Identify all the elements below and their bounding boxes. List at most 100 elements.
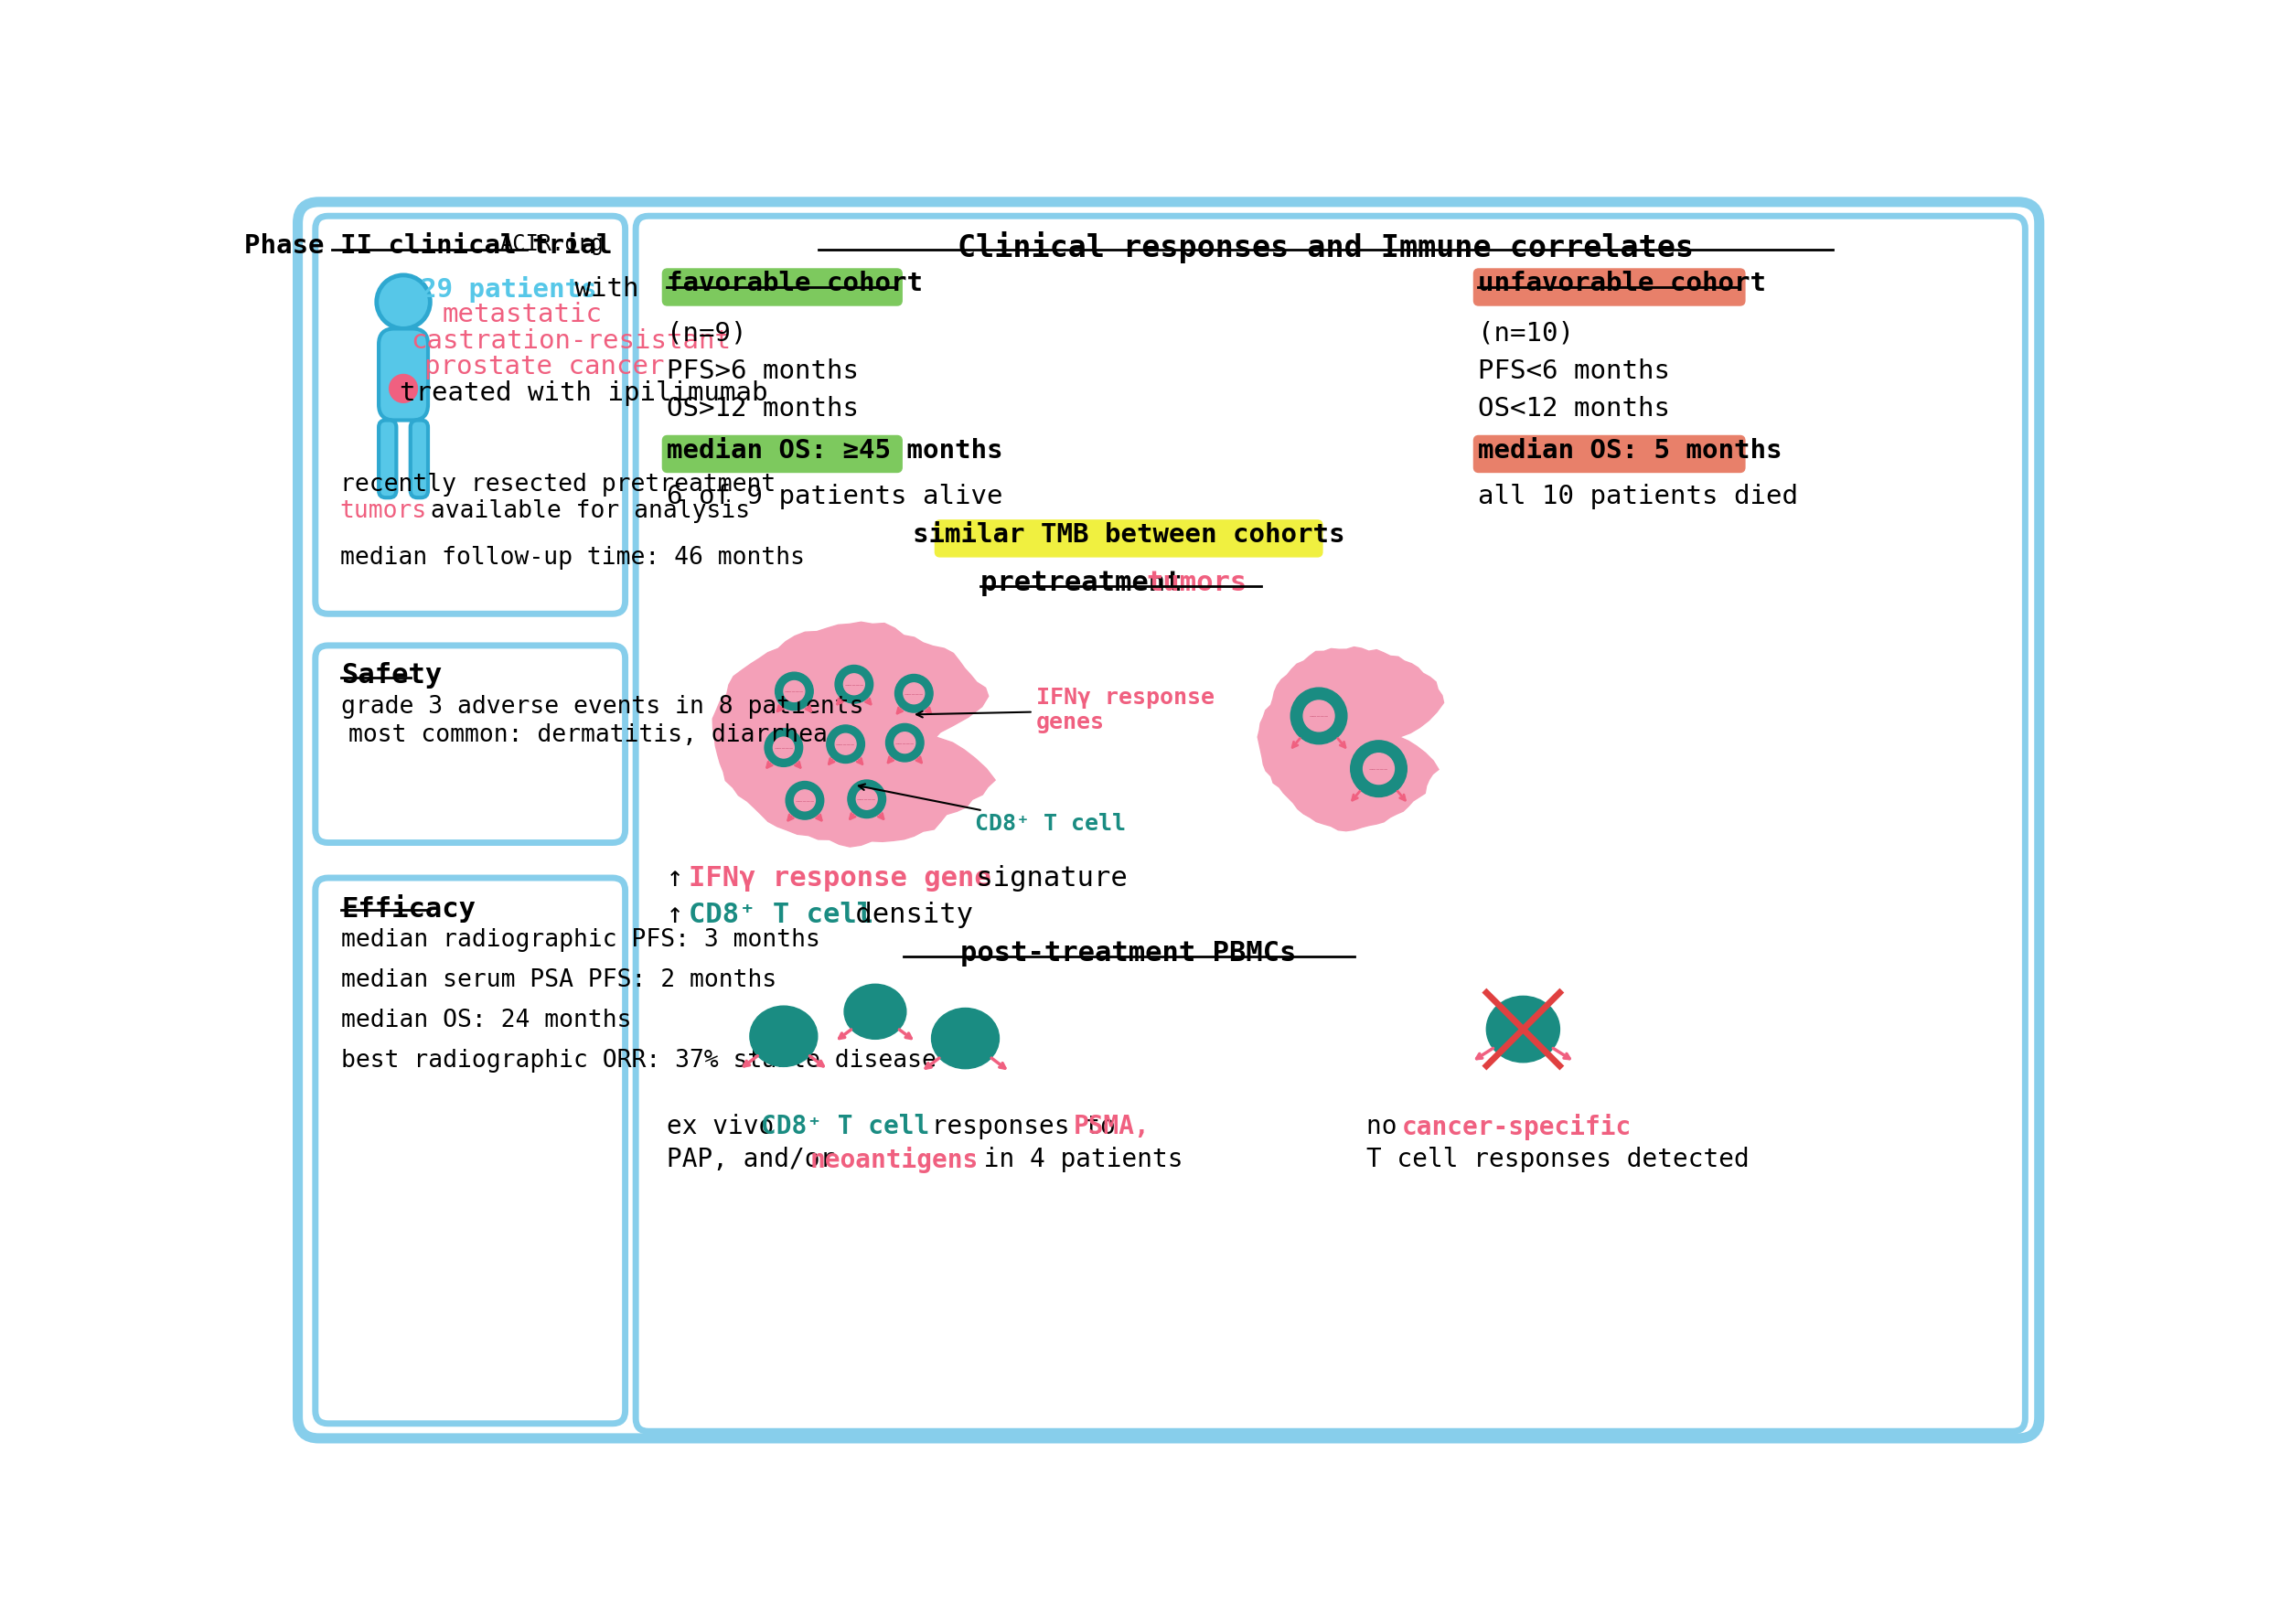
- Text: tumors: tumors: [1147, 570, 1247, 596]
- Text: castration-resistant: castration-resistant: [410, 328, 730, 354]
- FancyBboxPatch shape: [315, 645, 625, 843]
- FancyBboxPatch shape: [935, 520, 1322, 557]
- Text: post-treatment PBMCs: post-treatment PBMCs: [960, 940, 1297, 966]
- FancyBboxPatch shape: [410, 421, 429, 497]
- Circle shape: [784, 680, 805, 702]
- Circle shape: [1290, 687, 1347, 744]
- Text: PFS<6 months: PFS<6 months: [1477, 359, 1669, 383]
- Text: median follow-up time: 46 months: median follow-up time: 46 months: [340, 546, 805, 570]
- Text: ex vivo: ex vivo: [666, 1114, 789, 1140]
- Text: responses to: responses to: [917, 1114, 1131, 1140]
- Text: recently resected pretreatment: recently resected pretreatment: [340, 473, 775, 497]
- Text: PFS>6 months: PFS>6 months: [666, 359, 860, 383]
- Text: IFNγ response
genes: IFNγ response genes: [917, 687, 1213, 734]
- Text: treated with ipilimumab: treated with ipilimumab: [399, 380, 768, 406]
- Circle shape: [844, 674, 864, 695]
- Text: ~~~~~: ~~~~~: [837, 742, 855, 749]
- Text: available for analysis: available for analysis: [415, 499, 750, 523]
- Text: metastatic: metastatic: [442, 302, 602, 328]
- Circle shape: [834, 734, 855, 755]
- Text: ~~~~~: ~~~~~: [905, 692, 923, 698]
- Text: ~~~~~: ~~~~~: [844, 684, 864, 689]
- Text: unfavorable cohort: unfavorable cohort: [1477, 271, 1767, 297]
- Text: median serum PSA PFS: 2 months: median serum PSA PFS: 2 months: [342, 968, 777, 992]
- Text: prostate cancer: prostate cancer: [424, 354, 663, 380]
- Text: median OS: ≥45 months: median OS: ≥45 months: [666, 438, 1003, 463]
- Ellipse shape: [933, 1009, 999, 1069]
- FancyBboxPatch shape: [299, 201, 2038, 1439]
- Text: all 10 patients died: all 10 patients died: [1477, 484, 1799, 510]
- Text: ↑: ↑: [666, 866, 700, 892]
- Text: in 4 patients: in 4 patients: [969, 1147, 1183, 1173]
- Text: tumors: tumors: [340, 499, 426, 523]
- FancyBboxPatch shape: [663, 435, 903, 473]
- Text: Safety: Safety: [342, 661, 442, 689]
- Text: with: with: [559, 276, 638, 302]
- Text: IFNγ response gene: IFNγ response gene: [689, 866, 992, 892]
- Circle shape: [894, 732, 914, 754]
- Text: density: density: [839, 901, 974, 929]
- Text: most common: dermatitis, diarrhea: most common: dermatitis, diarrhea: [349, 723, 828, 747]
- FancyBboxPatch shape: [663, 270, 903, 305]
- Text: ACIR.org: ACIR.org: [499, 234, 604, 255]
- Text: Efficacy: Efficacy: [342, 895, 477, 922]
- Circle shape: [1304, 700, 1334, 731]
- Text: OS<12 months: OS<12 months: [1477, 396, 1669, 422]
- Circle shape: [834, 666, 873, 703]
- Text: ~~~~~: ~~~~~: [896, 741, 914, 747]
- Ellipse shape: [844, 984, 905, 1039]
- Circle shape: [390, 375, 417, 403]
- FancyBboxPatch shape: [1473, 270, 1744, 305]
- Text: no: no: [1366, 1114, 1414, 1140]
- Text: median OS: 5 months: median OS: 5 months: [1477, 438, 1783, 463]
- Text: ~~~~~: ~~~~~: [784, 690, 805, 695]
- Circle shape: [1350, 741, 1407, 797]
- FancyBboxPatch shape: [315, 216, 625, 614]
- Text: cancer-specific: cancer-specific: [1402, 1114, 1632, 1140]
- Circle shape: [848, 780, 885, 818]
- Text: ~~~~~: ~~~~~: [773, 747, 793, 752]
- Text: CD8⁺ T cell: CD8⁺ T cell: [689, 901, 873, 929]
- Circle shape: [764, 729, 803, 767]
- FancyBboxPatch shape: [378, 328, 429, 421]
- Text: ~~~~~: ~~~~~: [1368, 768, 1389, 773]
- Text: neoantigens: neoantigens: [809, 1147, 978, 1173]
- Text: ~~~~~: ~~~~~: [857, 797, 876, 804]
- Text: median OS: 24 months: median OS: 24 months: [342, 1009, 632, 1033]
- Text: similar TMB between cohorts: similar TMB between cohorts: [912, 523, 1345, 547]
- Circle shape: [903, 684, 923, 703]
- Circle shape: [885, 724, 923, 762]
- Text: CD8⁺ T cell: CD8⁺ T cell: [762, 1114, 930, 1140]
- Circle shape: [376, 274, 431, 328]
- Text: PSMA,: PSMA,: [1074, 1114, 1151, 1140]
- Ellipse shape: [1487, 996, 1560, 1062]
- Text: 29 patients: 29 patients: [422, 276, 597, 302]
- Text: favorable cohort: favorable cohort: [666, 271, 923, 297]
- Text: ~~~~~: ~~~~~: [796, 799, 814, 804]
- Text: best radiographic ORR: 37% stable disease: best radiographic ORR: 37% stable diseas…: [342, 1049, 937, 1073]
- Text: Clinical responses and Immune correlates: Clinical responses and Immune correlates: [958, 232, 1694, 263]
- Text: PAP, and/or: PAP, and/or: [666, 1147, 850, 1173]
- Text: T cell responses detected: T cell responses detected: [1366, 1147, 1749, 1173]
- Circle shape: [828, 724, 864, 763]
- Text: (n=10): (n=10): [1477, 320, 1573, 346]
- Text: ↑: ↑: [666, 901, 700, 929]
- Ellipse shape: [750, 1005, 819, 1067]
- Text: signature: signature: [960, 866, 1129, 892]
- Circle shape: [793, 789, 816, 810]
- Text: grade 3 adverse events in 8 patients: grade 3 adverse events in 8 patients: [342, 695, 864, 718]
- Text: CD8⁺ T cell: CD8⁺ T cell: [860, 784, 1126, 835]
- Text: Phase II clinical trial: Phase II clinical trial: [244, 234, 611, 260]
- Text: (n=9): (n=9): [666, 320, 748, 346]
- Text: 6 of 9 patients alive: 6 of 9 patients alive: [666, 484, 1003, 510]
- Text: OS>12 months: OS>12 months: [666, 396, 860, 422]
- FancyBboxPatch shape: [636, 216, 2025, 1431]
- Circle shape: [787, 781, 823, 820]
- FancyBboxPatch shape: [378, 421, 397, 497]
- Text: pretreatment: pretreatment: [980, 570, 1199, 596]
- Polygon shape: [714, 622, 994, 846]
- Circle shape: [896, 674, 933, 713]
- Circle shape: [1363, 754, 1393, 784]
- Circle shape: [775, 672, 814, 710]
- Text: median radiographic PFS: 3 months: median radiographic PFS: 3 months: [342, 929, 821, 952]
